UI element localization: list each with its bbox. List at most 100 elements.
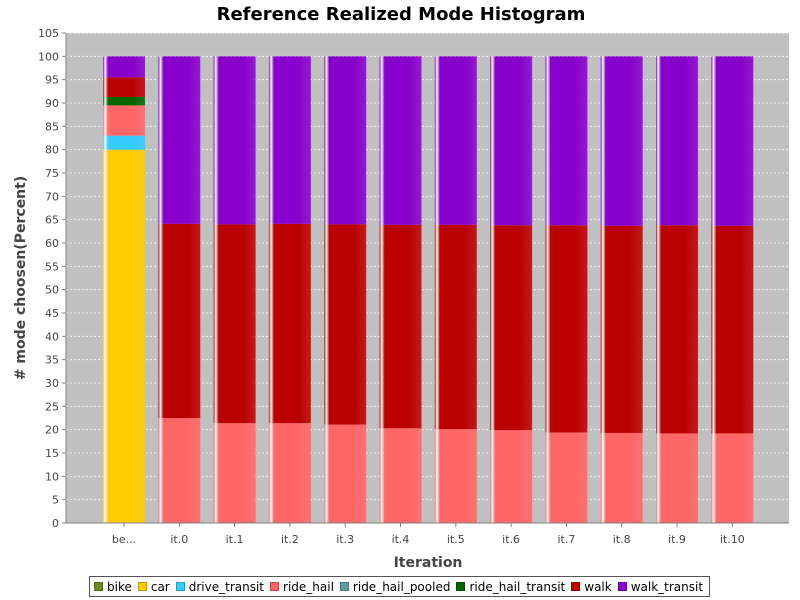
bar-segment-ride_hail (324, 424, 367, 523)
bar-segment-ride_hail (545, 432, 588, 523)
legend-item-drive_transit: drive_transit (175, 579, 265, 594)
legend-item-car: car (137, 579, 170, 594)
y-tick-label: 5 (52, 494, 59, 507)
legend-label: drive_transit (188, 579, 265, 594)
x-axis-title: Iteration (394, 555, 463, 571)
y-tick-label: 45 (45, 307, 59, 320)
bar-segment-walk (656, 225, 698, 434)
y-tick-label: 75 (45, 167, 59, 180)
bar-segment-ride_hail (379, 428, 422, 523)
y-tick-label: 100 (38, 50, 59, 63)
legend-item-ride_hail_transit: ride_hail_transit (456, 580, 565, 594)
bar-segment-walk_transit (490, 56, 533, 226)
y-tick-label: 0 (52, 517, 59, 530)
legend-label: walk_transit (630, 579, 704, 594)
y-tick-label: 105 (38, 27, 59, 40)
y-tick-label: 25 (45, 400, 59, 413)
legend-item-ride_hail_pooled: ride_hail_pooled (339, 579, 451, 594)
bar-segment-walk_transit (103, 56, 145, 78)
legend-swatch (456, 582, 466, 591)
bar-segment-walk_transit (213, 56, 256, 225)
legend-swatch (571, 582, 581, 591)
bar-segment-walk_transit (545, 56, 588, 226)
y-axis-title: # mode choosen(Percent) (13, 176, 29, 380)
y-tick-label: 80 (45, 144, 59, 157)
y-tick-label: 90 (45, 97, 59, 110)
bar-segment-walk_transit (268, 56, 311, 224)
bar-segment-walk_transit (379, 56, 422, 225)
legend-item-walk_transit: walk_transit (617, 579, 704, 594)
legend-item-ride_hail: ride_hail (270, 580, 334, 594)
bar-segment-walk (324, 224, 367, 425)
x-tick-label: it.8 (613, 533, 631, 546)
bar-segment-ride_hail (490, 430, 533, 523)
legend-swatch (94, 582, 103, 591)
x-tick-label: it.3 (336, 533, 354, 546)
legend-label: ride_hail_pooled (352, 579, 451, 594)
bar-segment-drive_transit (103, 135, 145, 150)
legend-label: walk (584, 579, 612, 594)
bar-segment-walk_transit (600, 56, 643, 226)
bar-segment-walk (268, 223, 311, 424)
bar-segment-walk (158, 223, 201, 418)
x-tick-label: it.5 (447, 533, 465, 546)
x-axis: be... it.0 it.1 it.2 it.3 it.4 it.5 it.6 it.7 it.… (112, 523, 745, 546)
bar-segment-ride_hail (103, 105, 145, 136)
bar-segment-ride_hail (158, 418, 201, 523)
bar-segment-walk (379, 224, 422, 429)
bar-segment-ride_hail_transit (103, 96, 145, 106)
y-tick-label: 70 (45, 190, 59, 203)
x-tick-label: it.9 (668, 533, 686, 546)
legend: bike car drive_transit ride_hail ride_hail_p… (89, 576, 711, 597)
x-tick-label: it.6 (502, 533, 520, 546)
x-tick-label: it.7 (557, 533, 575, 546)
bar-segment-walk (545, 225, 588, 433)
bar-segment-walk (711, 225, 754, 434)
bar-segment-ride_hail (656, 433, 698, 523)
y-tick-label: 60 (45, 237, 59, 250)
bar-segment-walk_transit (711, 56, 754, 226)
y-tick-label: 50 (45, 284, 59, 297)
bar-segment-ride_hail (213, 423, 256, 523)
x-tick-label: it.2 (281, 533, 299, 546)
bar-segment-walk (600, 225, 643, 433)
legend-swatch (617, 582, 627, 591)
bar-segment-ride_hail (711, 433, 754, 523)
y-tick-label: 85 (45, 120, 59, 133)
bar-segment-ride_hail (434, 429, 477, 523)
legend-item-bike: bike (94, 580, 132, 594)
x-tick-label: it.0 (170, 533, 188, 546)
legend-label: ride_hail (283, 579, 334, 594)
bar-segment-ride_hail (268, 423, 311, 523)
chart-title: Reference Realized Mode Histogram (217, 4, 586, 25)
legend-label: bike (107, 579, 132, 594)
y-tick-label: 55 (45, 260, 59, 273)
y-tick-label: 95 (45, 74, 59, 87)
bar-segment-walk_transit (434, 56, 477, 225)
bar-segment-walk_transit (656, 56, 698, 226)
legend-swatch (175, 582, 185, 591)
legend-item-walk: walk (571, 579, 612, 594)
x-tick-label: it.10 (720, 533, 745, 546)
bars (103, 56, 754, 523)
bar-segment-walk_transit (324, 56, 367, 225)
bar-segment-ride_hail (600, 432, 643, 523)
x-tick-label: be... (112, 533, 136, 546)
legend-swatch (137, 582, 147, 591)
bar-segment-walk (213, 224, 256, 424)
y-tick-label: 15 (45, 447, 59, 460)
y-tick-label: 35 (45, 354, 59, 367)
x-tick-label: it.1 (226, 533, 244, 546)
bar-segment-walk (103, 77, 145, 97)
legend-swatch (270, 582, 280, 591)
y-tick-label: 20 (45, 424, 59, 437)
bar-segment-car (103, 149, 145, 523)
y-tick-label: 65 (45, 214, 59, 227)
legend-swatch (339, 582, 349, 591)
bar-segment-walk (490, 225, 533, 431)
y-tick-label: 40 (45, 330, 59, 343)
legend-label: ride_hail_transit (469, 579, 566, 594)
y-tick-label: 30 (45, 377, 59, 390)
legend-label: car (150, 579, 170, 594)
